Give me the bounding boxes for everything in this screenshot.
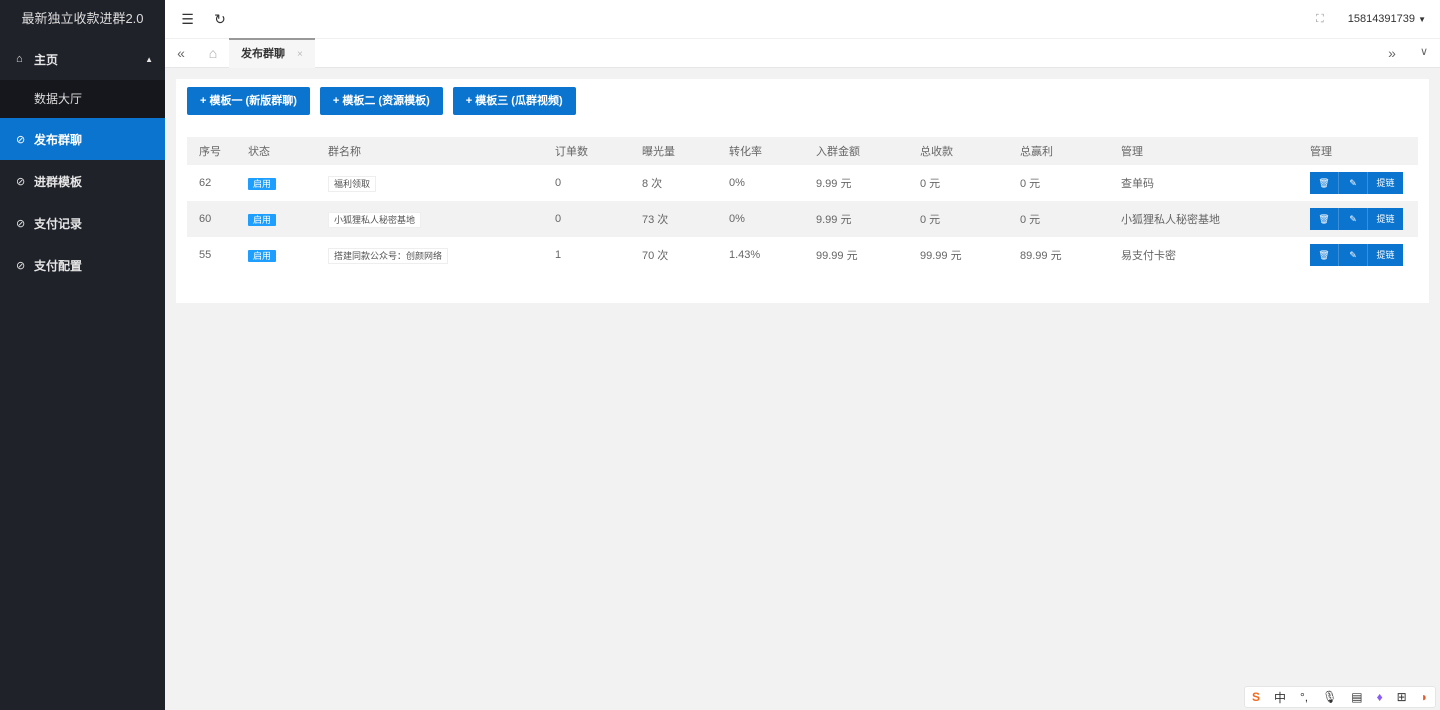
menu-toggle-icon[interactable]: ☰	[181, 10, 194, 27]
views: 73 次	[630, 201, 717, 237]
table-row: 62 启用 福利领取 0 8 次 0% 9.99 元 0 元 0 元 查单码 🗑…	[187, 165, 1418, 201]
template-2-button[interactable]: + 模板二 (资源模板)	[319, 87, 443, 115]
home-icon: ⌂	[16, 53, 23, 65]
column-header: 状态	[236, 137, 316, 165]
group-name: 福利领取	[328, 175, 377, 192]
column-header: 管理	[1109, 137, 1298, 165]
column-header: 曝光量	[630, 137, 717, 165]
sogou-logo-icon[interactable]: S	[1251, 690, 1260, 704]
column-header: 转化率	[717, 137, 804, 165]
edit-button[interactable]: ✎	[1339, 172, 1368, 194]
delete-button[interactable]: 🗑	[1310, 208, 1339, 230]
sidebar-item-home[interactable]: ⌂ 主页 ▲	[16, 52, 153, 67]
column-header: 总收款	[908, 137, 1008, 165]
fullscreen-icon[interactable]: ⛶	[1316, 12, 1324, 25]
get-link-button[interactable]: 提链	[1368, 244, 1403, 266]
group-name: 搭建同款公众号：创颜网络	[328, 247, 449, 264]
status-badge: 启用	[248, 177, 277, 190]
tab-bar: « ⌂ 发布群聊 × » ∨	[165, 38, 1440, 68]
status-badge: 启用	[248, 249, 277, 262]
manage-text: 小狐狸私人秘密基地	[1109, 201, 1298, 237]
column-header: 管理	[1298, 137, 1418, 165]
sidebar-item-payment-records[interactable]: ⊘ 支付记录	[16, 216, 83, 231]
column-header: 总赢利	[1008, 137, 1109, 165]
caret-up-icon: ▲	[145, 54, 153, 64]
delete-button[interactable]: 🗑	[1310, 244, 1339, 266]
tab-publish-group[interactable]: 发布群聊 ×	[229, 38, 315, 68]
scroll-right-icon[interactable]: »	[1388, 45, 1396, 61]
column-header: 序号	[187, 137, 236, 165]
orders: 0	[555, 177, 562, 189]
template-3-button[interactable]: + 模板三 (瓜群视频)	[452, 87, 576, 115]
group-table: 序号 状态 群名称 订单数 曝光量 转化率 入群金额 总收款 总赢利 管理 管理 62 启用 福利领…	[187, 137, 1418, 273]
orders: 0	[543, 201, 630, 237]
column-header: 入群金额	[804, 137, 908, 165]
chevron-down-icon[interactable]: ∨	[1419, 46, 1429, 58]
sidebar-item-publish-group[interactable]: ⊘ 发布群聊	[0, 118, 165, 160]
mascot-icon[interactable]: ◗	[1420, 690, 1428, 704]
refresh-icon[interactable]: ↻	[214, 10, 226, 27]
manage-text: 查单码	[1121, 178, 1154, 190]
shield-check-icon: ⊘	[16, 217, 26, 230]
total-profit: 0 元	[1020, 178, 1041, 190]
column-header: 订单数	[543, 137, 630, 165]
sidebar-item-dashboard[interactable]: 数据大厅	[0, 80, 165, 118]
app-title: 最新独立收款进群2.0	[21, 11, 144, 26]
views: 70 次	[642, 250, 669, 262]
table-row: 60 启用 小狐狸私人秘密基地 0 73 次 0% 9.99 元 0 元 0 元…	[187, 201, 1418, 237]
conversion-rate: 0%	[729, 177, 745, 189]
conversion-rate: 1.43%	[729, 249, 761, 261]
total-received: 0 元	[920, 178, 941, 190]
shield-check-icon: ⊘	[16, 259, 26, 272]
sidebar: 最新独立收款进群2.0 ⌂ 主页 ▲ 数据大厅 ⊘ 发布群聊 ⊘ 进群模板 ⊘ 支付记录 …	[0, 0, 165, 710]
template-1-button[interactable]: + 模板一 (新版群聊)	[187, 87, 310, 115]
home-tab-icon[interactable]: ⌂	[208, 45, 218, 61]
get-link-button[interactable]: 提链	[1368, 172, 1403, 194]
group-name: 小狐狸私人秘密基地	[328, 211, 422, 228]
sidebar-item-templates[interactable]: ⊘ 进群模板	[16, 174, 83, 189]
total-profit: 89.99 元	[1020, 250, 1062, 262]
column-header: 群名称	[316, 137, 543, 165]
user-menu[interactable]: 15814391739 ▼	[1347, 13, 1426, 25]
ime-toolbar: S 中 °, 🎙 ▤ ♦ ⊞ ◗	[1244, 686, 1436, 708]
row-id: 60	[187, 201, 236, 237]
price: 9.99 元	[816, 178, 852, 190]
conversion-rate: 0%	[717, 201, 804, 237]
delete-button[interactable]: 🗑	[1310, 172, 1339, 194]
edit-button[interactable]: ✎	[1339, 244, 1368, 266]
orders: 1	[555, 249, 562, 261]
punctuation-icon[interactable]: °,	[1299, 690, 1309, 704]
skin-icon[interactable]: ♦	[1376, 690, 1383, 704]
top-header: ☰ ↻ ⛶ 15814391739 ▼	[165, 0, 1440, 38]
get-link-button[interactable]: 提链	[1368, 208, 1403, 230]
close-icon[interactable]: ×	[297, 49, 303, 60]
scroll-left-icon[interactable]: «	[177, 45, 185, 61]
total-profit: 0 元	[1008, 201, 1109, 237]
table-row: 55 启用 搭建同款公众号：创颜网络 1 70 次 1.43% 99.99 元 …	[187, 237, 1418, 273]
grid-icon[interactable]: ⊞	[1396, 690, 1407, 704]
total-received: 99.99 元	[920, 250, 962, 262]
shield-check-icon: ⊘	[16, 133, 26, 146]
views: 8 次	[642, 178, 663, 190]
shield-check-icon: ⊘	[16, 175, 26, 188]
row-id: 55	[199, 249, 212, 261]
manage-text: 易支付卡密	[1121, 250, 1176, 262]
keyboard-icon[interactable]: ▤	[1351, 690, 1363, 704]
status-badge: 启用	[248, 213, 277, 226]
row-id: 62	[199, 177, 212, 189]
edit-button[interactable]: ✎	[1339, 208, 1368, 230]
sidebar-item-payment-config[interactable]: ⊘ 支付配置	[16, 258, 83, 273]
ime-language[interactable]: 中	[1273, 690, 1286, 705]
price: 99.99 元	[816, 250, 858, 262]
caret-down-icon: ▼	[1418, 15, 1426, 24]
total-received: 0 元	[908, 201, 1008, 237]
content-card: + 模板一 (新版群聊) + 模板二 (资源模板) + 模板三 (瓜群视频) 序…	[176, 79, 1429, 303]
microphone-icon[interactable]: 🎙	[1322, 690, 1338, 704]
price: 9.99 元	[804, 201, 908, 237]
